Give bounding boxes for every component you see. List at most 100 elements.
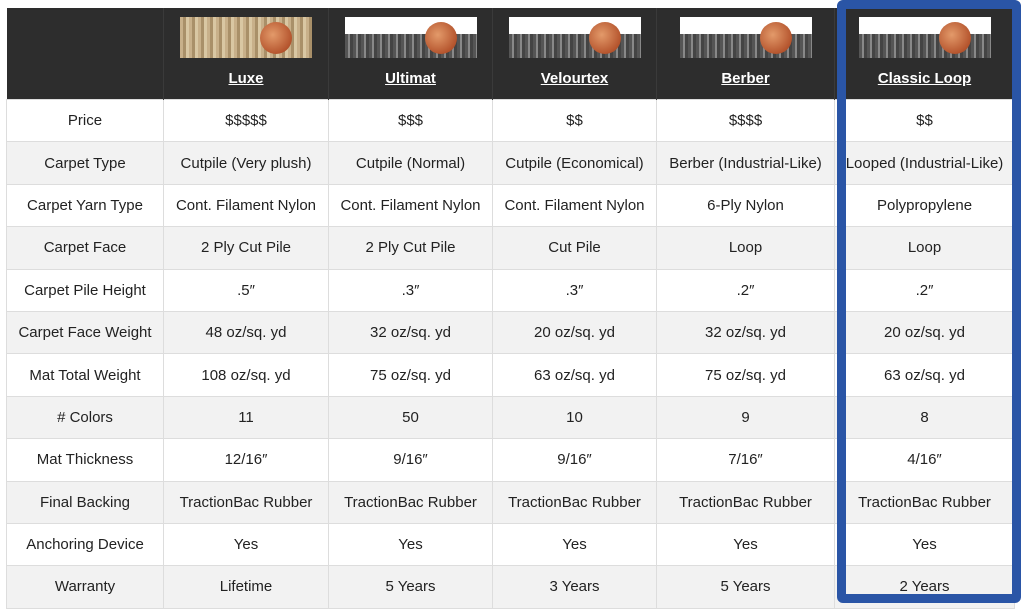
- table-cell: 6-Ply Nylon: [656, 183, 835, 228]
- row-label: Carpet Yarn Type: [6, 183, 164, 228]
- table-cell: 20 oz/sq. yd: [492, 310, 657, 355]
- carpet-sample-image: [508, 17, 641, 58]
- table-cell: 63 oz/sq. yd: [834, 353, 1015, 397]
- table-cell: 8: [834, 395, 1015, 440]
- penny-icon: [588, 22, 621, 54]
- table-cell: 108 oz/sq. yd: [163, 353, 329, 397]
- table-cell: 12/16″: [163, 438, 329, 482]
- table-cell: 5 Years: [656, 565, 835, 609]
- table-row: Carpet Face 2 Ply Cut Pile 2 Ply Cut Pile C…: [6, 226, 1015, 270]
- column-header: Luxe: [163, 8, 329, 100]
- table-row: Carpet Pile Height .5″ .3″ .3″ .2″ .2″: [6, 268, 1015, 312]
- table-cell: TractionBac Rubber: [163, 480, 329, 524]
- comparison-table: Luxe Ultimat Velourtex Berber Classic Loop P…: [6, 8, 1015, 609]
- table-cell: TractionBac Rubber: [656, 480, 835, 524]
- row-label: Carpet Face: [6, 226, 164, 270]
- product-link[interactable]: Classic Loop: [877, 70, 972, 87]
- table-row: Price $$$$$ $$$ $$ $$$$ $$: [6, 98, 1015, 143]
- table-cell: Yes: [834, 522, 1015, 567]
- penny-icon: [759, 22, 792, 54]
- table-cell: 32 oz/sq. yd: [656, 310, 835, 355]
- product-link[interactable]: Ultimat: [385, 70, 436, 87]
- carpet-sample-image: [858, 17, 991, 58]
- table-row: Warranty Lifetime 5 Years 3 Years 5 Years 2 Y…: [6, 565, 1015, 609]
- row-label: Price: [6, 98, 164, 143]
- table-cell: $$$: [328, 98, 493, 143]
- product-link[interactable]: Berber: [721, 70, 770, 87]
- table-cell: Polypropylene: [834, 183, 1015, 228]
- table-cell: Looped (Industrial-Like): [834, 141, 1015, 185]
- table-cell: Yes: [328, 522, 493, 567]
- table-cell: 9/16″: [328, 438, 493, 482]
- table-cell: Yes: [492, 522, 657, 567]
- table-cell: .5″: [163, 268, 329, 312]
- carpet-sample-image: [344, 17, 477, 58]
- table-cell: 9/16″: [492, 438, 657, 482]
- table-cell: .3″: [328, 268, 493, 312]
- table-cell: .3″: [492, 268, 657, 312]
- table-cell: 75 oz/sq. yd: [328, 353, 493, 397]
- table-cell: 20 oz/sq. yd: [834, 310, 1015, 355]
- table-row: Carpet Type Cutpile (Very plush) Cutpile (…: [6, 141, 1015, 185]
- penny-icon: [938, 22, 971, 54]
- table-cell: $$: [834, 98, 1015, 143]
- table-cell: Yes: [163, 522, 329, 567]
- table-cell: 2 Ply Cut Pile: [328, 226, 493, 270]
- table-cell: $$: [492, 98, 657, 143]
- carpet-texture: [508, 34, 641, 58]
- table-cell: .2″: [656, 268, 835, 312]
- table-cell: TractionBac Rubber: [328, 480, 493, 524]
- table-row: # Colors 11 50 10 9 8: [6, 395, 1015, 440]
- table-cell: TractionBac Rubber: [492, 480, 657, 524]
- table-cell: 5 Years: [328, 565, 493, 609]
- penny-icon: [260, 22, 292, 54]
- row-label: Warranty: [6, 565, 164, 609]
- table-row: Carpet Yarn Type Cont. Filament Nylon Cont…: [6, 183, 1015, 228]
- product-link[interactable]: Velourtex: [540, 70, 609, 87]
- row-label: Final Backing: [6, 480, 164, 524]
- product-link[interactable]: Luxe: [228, 70, 264, 87]
- table-row: Mat Total Weight 108 oz/sq. yd 75 oz/sq. y…: [6, 353, 1015, 397]
- table-cell: 48 oz/sq. yd: [163, 310, 329, 355]
- table-cell: 7/16″: [656, 438, 835, 482]
- table-cell: TractionBac Rubber: [834, 480, 1015, 524]
- table-cell: Berber (Industrial-Like): [656, 141, 835, 185]
- row-label: Carpet Face Weight: [6, 310, 164, 355]
- table-cell: 4/16″: [834, 438, 1015, 482]
- carpet-texture: [344, 34, 477, 58]
- row-label: # Colors: [6, 395, 164, 440]
- table-cell: 2 Years: [834, 565, 1015, 609]
- table-row: Final Backing TractionBac Rubber TractionB…: [6, 480, 1015, 524]
- carpet-texture: [858, 34, 991, 58]
- table-cell: Cont. Filament Nylon: [492, 183, 657, 228]
- table-cell: Cut Pile: [492, 226, 657, 270]
- carpet-texture: [679, 34, 812, 58]
- penny-icon: [424, 22, 457, 54]
- table-cell: 63 oz/sq. yd: [492, 353, 657, 397]
- table-cell: 50: [328, 395, 493, 440]
- table-cell: 32 oz/sq. yd: [328, 310, 493, 355]
- column-header: Berber: [656, 8, 835, 100]
- table-cell: Cont. Filament Nylon: [163, 183, 329, 228]
- table-cell: 3 Years: [492, 565, 657, 609]
- table-cell: 75 oz/sq. yd: [656, 353, 835, 397]
- carpet-sample-image: [679, 17, 812, 58]
- table-cell: 9: [656, 395, 835, 440]
- table-cell: $$$$$: [163, 98, 329, 143]
- table-cell: Cont. Filament Nylon: [328, 183, 493, 228]
- table-cell: Cutpile (Economical): [492, 141, 657, 185]
- table-cell: Lifetime: [163, 565, 329, 609]
- table-cell: 11: [163, 395, 329, 440]
- table-cell: Cutpile (Very plush): [163, 141, 329, 185]
- column-header: Velourtex: [492, 8, 657, 100]
- table-cell: $$$$: [656, 98, 835, 143]
- row-label: Carpet Type: [6, 141, 164, 185]
- table-cell: .2″: [834, 268, 1015, 312]
- carpet-sample-image: [180, 17, 312, 58]
- table-cell: Loop: [656, 226, 835, 270]
- column-header: Ultimat: [328, 8, 493, 100]
- table-row: Anchoring Device Yes Yes Yes Yes Yes: [6, 522, 1015, 567]
- table-row: Mat Thickness 12/16″ 9/16″ 9/16″ 7/16″ 4/16″: [6, 438, 1015, 482]
- table-cell: 2 Ply Cut Pile: [163, 226, 329, 270]
- row-label: Mat Thickness: [6, 438, 164, 482]
